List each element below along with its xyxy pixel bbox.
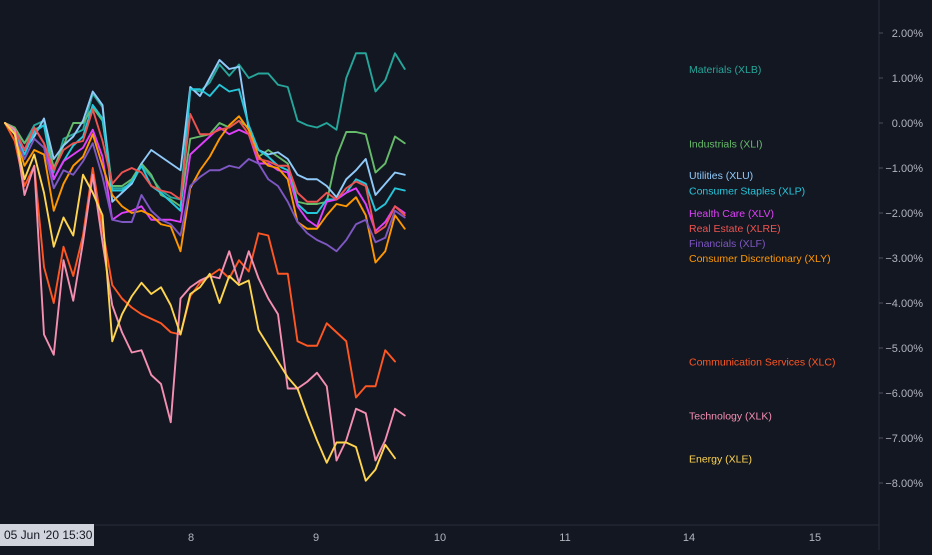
series-line-real-estate-xlre[interactable] bbox=[4, 108, 406, 235]
series-line-technology-xlk[interactable] bbox=[4, 122, 406, 462]
x-tick-label: 11 bbox=[559, 532, 570, 544]
y-tick-label: −7.00% bbox=[885, 433, 923, 445]
x-tick-label: 15 bbox=[809, 532, 821, 544]
series-line-health-care-xlv[interactable] bbox=[4, 122, 406, 232]
x-tick-label: 8 bbox=[188, 532, 194, 544]
y-tick-label: −1.00% bbox=[885, 163, 923, 175]
series-label-communication-services-xlc: Communication Services (XLC) bbox=[689, 357, 835, 369]
y-tick-label: −2.00% bbox=[885, 208, 923, 220]
series-lines bbox=[4, 52, 406, 482]
crosshair-time-label: 05 Jun '20 15:30 bbox=[0, 524, 94, 546]
series-label-materials-xlb: Materials (XLB) bbox=[689, 64, 761, 76]
y-tick-label: −4.00% bbox=[885, 298, 923, 310]
series-label-consumer-staples-xlp: Consumer Staples (XLP) bbox=[689, 186, 805, 198]
series-label-health-care-xlv: Health Care (XLV) bbox=[689, 208, 774, 220]
series-label-financials-xlf: Financials (XLF) bbox=[689, 238, 765, 250]
x-tick-label: 14 bbox=[683, 532, 695, 544]
series-line-utilities-xlu[interactable] bbox=[4, 59, 406, 203]
y-tick-label: −8.00% bbox=[885, 478, 923, 490]
time-axis[interactable]: 8 9 10 11 14 15 bbox=[188, 532, 821, 544]
y-tick-label: −3.00% bbox=[885, 253, 923, 265]
series-line-energy-xle[interactable] bbox=[4, 122, 396, 482]
series-label-real-estate-xlre: Real Estate (XLRE) bbox=[689, 223, 781, 235]
y-tick-label: −5.00% bbox=[885, 343, 923, 355]
series-line-materials-xlb[interactable] bbox=[4, 52, 406, 201]
series-label-utilities-xlu: Utilities (XLU) bbox=[689, 170, 753, 182]
series-labels: Materials (XLB) Industrials (XLI) Utilitie… bbox=[689, 64, 835, 465]
series-label-energy-xle: Energy (XLE) bbox=[689, 453, 752, 465]
y-tick-label: −6.00% bbox=[885, 388, 923, 400]
series-label-technology-xlk: Technology (XLK) bbox=[689, 411, 772, 423]
series-line-communication-services-xlc[interactable] bbox=[4, 122, 396, 399]
series-line-industrials-xli[interactable] bbox=[4, 106, 406, 208]
series-line-financials-xlf[interactable] bbox=[4, 122, 406, 253]
y-tick-label: 0.00% bbox=[892, 118, 923, 130]
x-tick-label: 10 bbox=[434, 532, 446, 544]
series-label-consumer-discretionary-xly: Consumer Discretionary (XLY) bbox=[689, 253, 831, 265]
series-label-industrials-xli: Industrials (XLI) bbox=[689, 138, 763, 150]
series-line-consumer-discretionary-xly[interactable] bbox=[4, 115, 406, 264]
price-axis[interactable]: 2.00% 1.00% 0.00% −1.00% −2.00% −3.00% −4.00% −… bbox=[879, 28, 923, 490]
y-tick-label: 2.00% bbox=[892, 28, 923, 40]
y-tick-label: 1.00% bbox=[892, 73, 923, 85]
x-tick-label: 9 bbox=[313, 532, 319, 544]
